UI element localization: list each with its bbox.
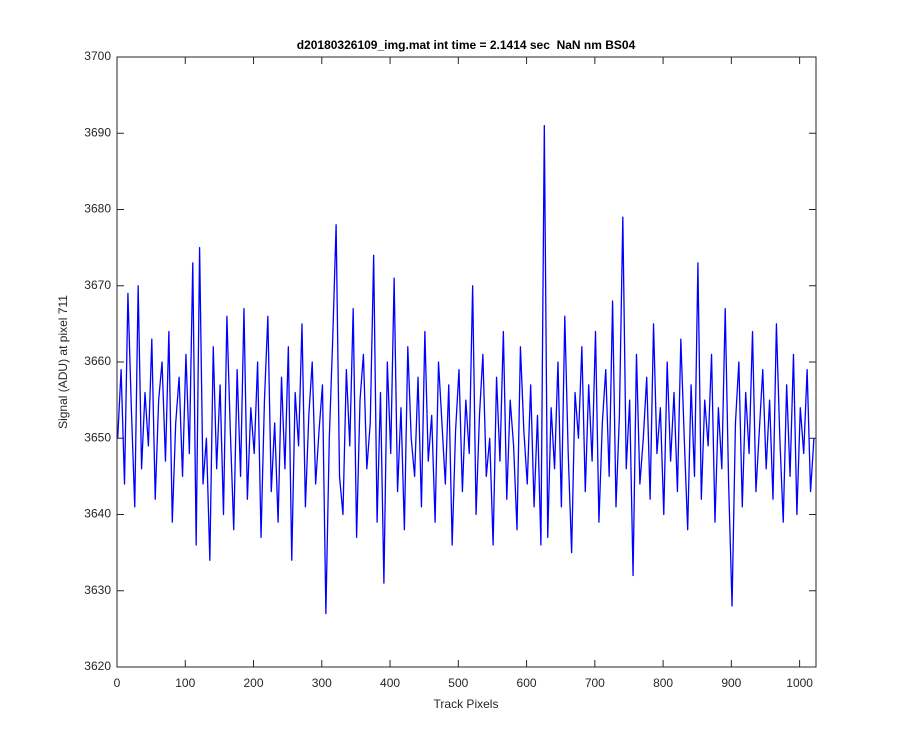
y-tick-label: 3640 (84, 507, 111, 521)
x-tick-label: 300 (312, 676, 332, 690)
y-axis-label: Signal (ADU) at pixel 711 (56, 295, 70, 429)
x-tick-label: 500 (448, 676, 468, 690)
x-tick-label: 200 (244, 676, 264, 690)
y-tick-label: 3660 (84, 354, 111, 368)
y-tick-label: 3620 (84, 659, 111, 673)
x-tick-label: 100 (175, 676, 195, 690)
y-tick-label: 3670 (84, 278, 111, 292)
data-line (117, 124, 815, 615)
x-tick-label: 400 (380, 676, 400, 690)
x-tick-label: 800 (653, 676, 673, 690)
y-tick-label: 3650 (84, 430, 111, 444)
y-tick-label: 3700 (84, 49, 111, 63)
y-tick-label: 3690 (84, 125, 111, 139)
x-tick-label: 0 (114, 676, 121, 690)
y-tick-label: 3630 (84, 583, 111, 597)
x-tick-label: 1000 (786, 676, 813, 690)
x-tick-label: 900 (721, 676, 741, 690)
x-tick-label: 700 (585, 676, 605, 690)
y-tick-label: 3680 (84, 202, 111, 216)
chart-title: d20180326109_img.mat int time = 2.1414 s… (297, 38, 636, 52)
x-axis-label: Track Pixels (434, 697, 499, 711)
x-tick-label: 600 (517, 676, 537, 690)
